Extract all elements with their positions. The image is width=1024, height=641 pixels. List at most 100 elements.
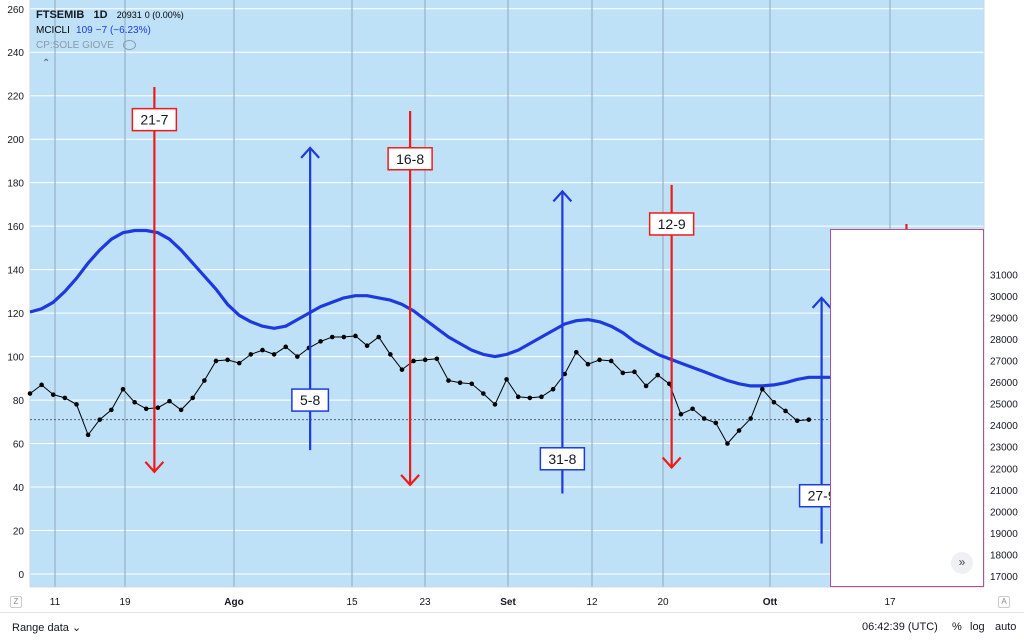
- price-point: [155, 405, 161, 410]
- price-point: [620, 370, 626, 376]
- price-point: [97, 417, 103, 422]
- x-axis-tick: 11: [50, 597, 61, 608]
- y-axis-right-tick: 31000: [990, 270, 1018, 281]
- y-axis-right-tick: 20000: [990, 507, 1018, 518]
- price-point: [794, 418, 800, 424]
- arrow-up-icon: [811, 296, 832, 309]
- price-point: [167, 398, 172, 404]
- indicator-name[interactable]: MCICLI: [36, 25, 70, 36]
- price-point: [515, 394, 521, 400]
- marker-label: 5-8: [300, 392, 320, 408]
- cycle-series-line: [29, 228, 868, 388]
- price-point: [225, 357, 230, 363]
- chevron-double-right-icon[interactable]: »: [951, 552, 973, 574]
- price-point: [190, 395, 196, 401]
- y-axis-left-tick: 160: [7, 222, 24, 233]
- price-point: [295, 354, 300, 359]
- price-point: [632, 369, 637, 375]
- x-axis-tick: 17: [884, 597, 896, 608]
- price-point: [736, 428, 742, 433]
- price-point: [376, 334, 382, 340]
- interval-label[interactable]: 1D: [93, 9, 108, 21]
- x-axis-tick: Ago: [224, 597, 243, 608]
- y-axis-right-tick: 28000: [990, 335, 1018, 346]
- price-point: [236, 360, 242, 366]
- price-value: 20931: [116, 10, 142, 20]
- arrow-up-icon: [552, 189, 573, 203]
- price-point: [85, 432, 91, 438]
- price-point: [388, 352, 393, 357]
- price-point: [550, 386, 556, 392]
- price-point: [562, 371, 568, 377]
- price-point: [783, 408, 788, 414]
- marker-label: 12-9: [658, 216, 686, 232]
- y-axis-left-tick: 20: [13, 527, 25, 538]
- y-axis-right-tick: 29000: [990, 313, 1018, 324]
- symbol-label[interactable]: FTSEMIB: [36, 9, 85, 21]
- price-point: [504, 377, 509, 382]
- price-point: [422, 357, 428, 363]
- price-point: [539, 394, 544, 400]
- price-point: [608, 358, 614, 364]
- indicator-change: −7 (−6.23%): [95, 25, 151, 36]
- price-point: [50, 392, 56, 397]
- price-point: [271, 352, 277, 357]
- auto-toggle[interactable]: auto: [995, 621, 1017, 633]
- marker-label: 27-9: [808, 488, 836, 504]
- price-point: [283, 344, 289, 350]
- price-point: [353, 333, 358, 339]
- y-axis-left-tick: 240: [7, 48, 24, 59]
- price-point: [143, 406, 149, 412]
- arrow-down-icon: [400, 474, 420, 487]
- y-axis-left-tick: 140: [7, 266, 24, 277]
- price-point: [341, 334, 347, 340]
- study-name[interactable]: CP:SOLE GIOVE: [36, 40, 114, 51]
- price-point: [481, 391, 486, 396]
- price-point: [771, 399, 777, 405]
- price-point: [329, 334, 335, 340]
- marker-label-box: [648, 212, 695, 236]
- price-point: [690, 406, 695, 412]
- x-axis-tick: Ott: [763, 597, 778, 608]
- price-point: [364, 343, 370, 349]
- price-point: [411, 358, 416, 364]
- price-point: [178, 407, 184, 413]
- y-axis-right-tick: 19000: [990, 529, 1018, 540]
- marker-label: 21-7: [140, 112, 168, 128]
- y-axis-left-tick: 220: [7, 92, 24, 103]
- price-point: [248, 352, 254, 357]
- price-point: [27, 391, 33, 396]
- price-point: [725, 441, 730, 446]
- x-axis-tick: 12: [586, 597, 598, 608]
- collapse-legend-icon[interactable]: ⌃: [42, 58, 51, 69]
- marker-label-box: [387, 147, 433, 171]
- y-axis-right-tick: 22000: [990, 464, 1018, 475]
- percent-toggle[interactable]: %: [952, 621, 962, 633]
- range-data-label: Range data: [12, 622, 69, 634]
- x-axis-tick: Set: [500, 597, 516, 608]
- chart-legend: FTSEMIB 1D 20931 0 (0.00%) MCICLI 109 −7…: [36, 8, 184, 53]
- log-toggle[interactable]: log: [970, 621, 985, 633]
- range-data-button[interactable]: Range data ⌄: [12, 622, 82, 634]
- y-axis-left-tick: 0: [18, 570, 24, 581]
- marker-label: 16-8: [396, 151, 424, 167]
- y-axis-left-tick: 60: [13, 440, 25, 451]
- price-point: [39, 382, 44, 388]
- clock-display[interactable]: 06:42:39 (UTC): [862, 621, 938, 633]
- visibility-icon[interactable]: [122, 40, 136, 51]
- arrow-down-icon: [661, 456, 682, 470]
- y-axis-right-tick: 30000: [990, 292, 1018, 303]
- zoom-reset-icon[interactable]: Z: [10, 596, 22, 608]
- y-axis-left-tick: 200: [7, 135, 24, 146]
- x-axis-tick: 19: [119, 597, 131, 608]
- x-axis-tick: 15: [346, 597, 358, 608]
- price-point: [399, 367, 405, 372]
- price-point: [655, 372, 660, 378]
- arrow-down-icon: [144, 461, 165, 474]
- y-axis-left-tick: 260: [7, 5, 24, 16]
- auto-scale-icon[interactable]: A: [998, 596, 1010, 608]
- marker-label-box: [291, 388, 330, 412]
- price-point: [806, 417, 812, 422]
- y-axis-right-tick: 25000: [990, 400, 1018, 411]
- price-point: [678, 411, 684, 417]
